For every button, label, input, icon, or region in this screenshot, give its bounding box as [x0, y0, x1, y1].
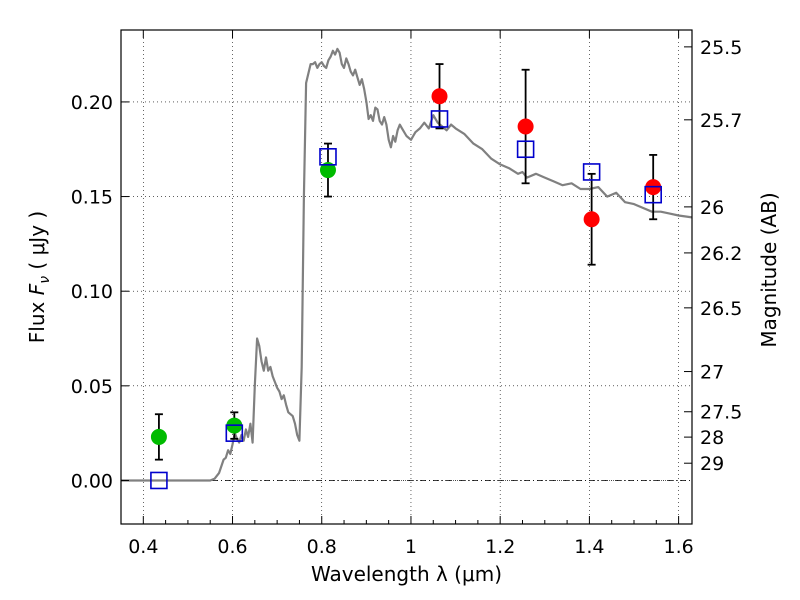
red-data-point	[583, 211, 600, 228]
x-tick-label: 0.6	[217, 536, 247, 558]
y-axis-label-suffix: ( μJy )	[25, 211, 49, 276]
right-tick-label: 26.5	[700, 298, 742, 320]
plot-frame	[120, 29, 693, 525]
right-tick-label: 28	[700, 427, 724, 449]
markers-group	[150, 88, 662, 490]
x-axis-ticks: 0.4 0.6 0.8 1 1.2 1.4 1.6	[120, 30, 694, 558]
model-photometry-square	[150, 471, 168, 490]
model-spectrum-line	[121, 47, 693, 482]
right-axis-ticks: 25.5 25.7 26 26.2 26.5 27 27.5 28 29	[684, 37, 742, 475]
right-tick-label: 25.7	[700, 110, 742, 132]
model-photometry-square	[225, 424, 244, 442]
y-axis-label-symbol: F	[25, 283, 49, 295]
right-tick-label: 29	[700, 453, 724, 475]
x-axis-label: Wavelength λ (μm)	[311, 562, 502, 586]
y-axis-label-prefix: Flux	[25, 295, 49, 343]
y-axis-label-subscript: ν	[37, 276, 53, 284]
x-tick-label: 1	[405, 536, 417, 558]
model-photometry-square	[516, 140, 535, 159]
red-data-point	[431, 88, 448, 105]
right-tick-label: 26.2	[700, 243, 742, 265]
green-data-point	[150, 428, 167, 445]
model-photometry-square	[430, 110, 449, 128]
model-photometry-square	[644, 185, 662, 204]
model-spectrum-group	[121, 47, 693, 482]
y-tick-label: 0.15	[71, 187, 113, 209]
model-photometry-square	[319, 148, 337, 166]
right-tick-label: 26	[700, 197, 724, 219]
right-tick-label: 27	[700, 362, 724, 384]
x-tick-label: 0.8	[307, 536, 337, 558]
right-tick-label: 27.5	[700, 402, 742, 424]
green-data-point	[319, 162, 336, 179]
right-tick-label: 25.5	[700, 37, 742, 59]
x-tick-label: 1.6	[664, 536, 694, 558]
plot-area	[121, 30, 692, 524]
right-axis-label: Magnitude (AB)	[757, 192, 781, 347]
x-tick-label: 1.2	[485, 536, 515, 558]
y-tick-label: 0.00	[71, 470, 113, 492]
y-tick-label: 0.20	[71, 92, 113, 114]
x-tick-label: 1.4	[574, 536, 604, 558]
x-tick-label: 0.4	[128, 536, 158, 558]
y-axis-ticks: 0.00 0.05 0.10 0.15 0.20	[71, 92, 129, 492]
y-tick-label: 0.05	[71, 376, 113, 398]
model-photometry-square	[582, 163, 601, 181]
red-data-point	[517, 118, 534, 135]
y-axis-label: Flux Fν ( μJy )	[25, 211, 53, 343]
y-tick-label: 0.10	[71, 281, 113, 303]
